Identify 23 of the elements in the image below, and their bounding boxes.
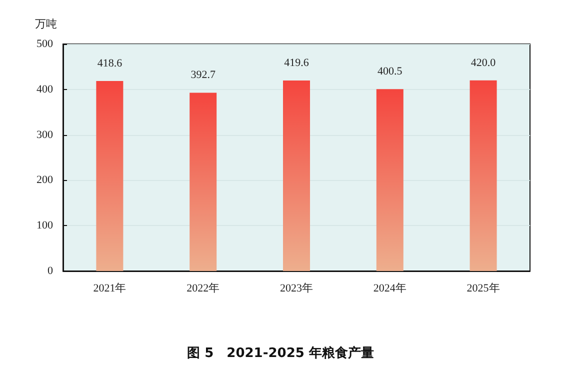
data-label: 420.0 xyxy=(470,56,496,69)
y-tick-label: 100 xyxy=(36,220,54,232)
data-label: 418.6 xyxy=(97,57,123,70)
bar xyxy=(96,80,124,271)
bar xyxy=(190,92,217,271)
text: 图 5 2021-2025 年粮食产量 xyxy=(187,345,374,361)
y-tick-label: 500 xyxy=(36,38,54,50)
y-axis-title: 万吨 xyxy=(35,18,57,30)
x-tick-label: 2022年 xyxy=(186,282,220,294)
y-tick-label: 200 xyxy=(36,174,54,186)
bar xyxy=(470,80,497,271)
x-tick-label: 2025年 xyxy=(466,282,500,294)
x-tick-label: 2023年 xyxy=(280,282,313,294)
data-label: 419.6 xyxy=(284,57,310,69)
y-tick-label: 300 xyxy=(36,128,54,141)
y-tick-label: 0 xyxy=(48,265,54,277)
x-tick-label: 2021年 xyxy=(93,282,126,294)
x-tick-label: 2024年 xyxy=(373,282,406,294)
bar xyxy=(376,89,404,271)
data-label: 400.5 xyxy=(378,66,403,78)
data-label: 392.7 xyxy=(190,69,216,82)
y-tick-label: 400 xyxy=(36,83,54,96)
bar xyxy=(283,80,310,271)
